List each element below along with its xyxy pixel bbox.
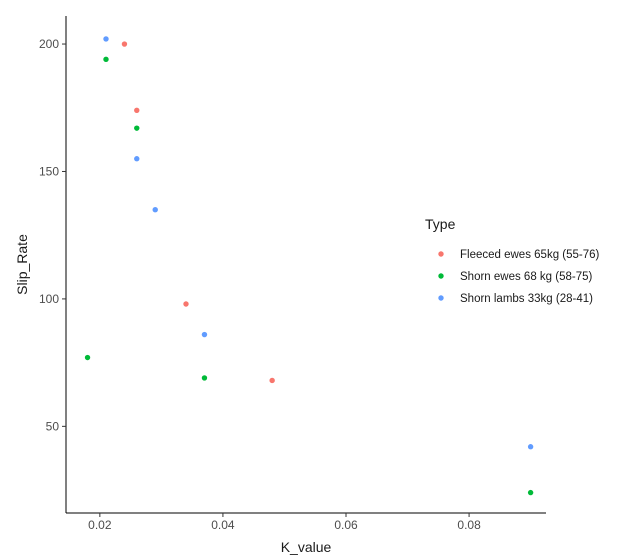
x-axis-title: K_value bbox=[281, 539, 332, 555]
data-point bbox=[201, 331, 208, 338]
axes: 0.02 0.04 0.06 0.08 50 100 150 200 bbox=[39, 16, 546, 532]
x-tick-label: 0.08 bbox=[457, 518, 481, 532]
legend-label: Fleeced ewes 65kg (55-76) bbox=[460, 249, 600, 261]
y-tick-label: 100 bbox=[39, 292, 59, 306]
y-axis-title: Slip_Rate bbox=[14, 234, 30, 295]
legend-key bbox=[438, 251, 444, 257]
data-point bbox=[134, 125, 140, 131]
data-point bbox=[134, 156, 140, 162]
x-tick-label: 0.02 bbox=[88, 518, 112, 532]
legend: Type Fleeced ewes 65kg (55-76) Shorn ewes… bbox=[425, 216, 600, 305]
plot-area bbox=[84, 36, 534, 496]
data-point bbox=[527, 489, 534, 496]
x-tick-label: 0.06 bbox=[334, 518, 358, 532]
x-tick-label: 0.04 bbox=[211, 518, 235, 532]
legend-title: Type bbox=[425, 216, 456, 232]
data-point bbox=[103, 36, 109, 42]
data-point bbox=[121, 41, 128, 47]
data-point bbox=[134, 107, 140, 114]
data-point bbox=[269, 377, 275, 384]
legend-key bbox=[438, 295, 444, 301]
legend-label: Shorn ewes 68 kg (58-75) bbox=[460, 271, 592, 283]
data-point bbox=[527, 444, 534, 450]
legend-key bbox=[438, 273, 444, 279]
data-point bbox=[152, 207, 158, 213]
data-point bbox=[201, 375, 208, 381]
data-point bbox=[103, 56, 109, 63]
data-point bbox=[183, 301, 189, 307]
y-tick-label: 200 bbox=[39, 37, 59, 51]
y-tick-label: 50 bbox=[46, 419, 60, 433]
legend-label: Shorn lambs 33kg (28-41) bbox=[460, 293, 593, 305]
data-point bbox=[84, 354, 91, 361]
legend-items: Fleeced ewes 65kg (55-76) Shorn ewes 68 k… bbox=[438, 249, 600, 305]
y-tick-label: 150 bbox=[39, 164, 59, 178]
